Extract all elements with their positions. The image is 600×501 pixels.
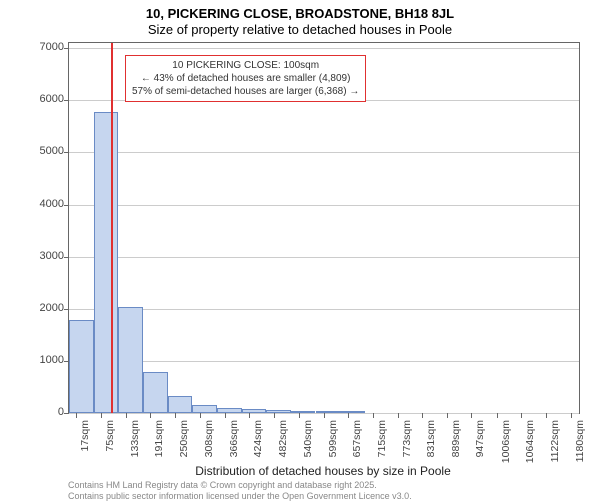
- xtick-mark: [471, 413, 472, 418]
- ytick-label: 7000: [4, 41, 64, 53]
- ytick-label: 1000: [4, 354, 64, 366]
- chart-title-line2: Size of property relative to detached ho…: [0, 22, 600, 37]
- xtick-mark: [571, 413, 572, 418]
- xtick-mark: [175, 413, 176, 418]
- ytick-label: 0: [4, 406, 64, 418]
- gridline: [69, 48, 579, 49]
- callout-line3: 57% of semi-detached houses are larger (…: [132, 85, 359, 98]
- xtick-label: 424sqm: [252, 420, 264, 480]
- property-marker-line: [111, 43, 113, 413]
- histogram-bar: [143, 372, 168, 413]
- xtick-mark: [546, 413, 547, 418]
- histogram-bar: [168, 396, 193, 413]
- gridline: [69, 361, 579, 362]
- plot-area: 10 PICKERING CLOSE: 100sqm← 43% of detac…: [68, 42, 580, 414]
- xtick-mark: [249, 413, 250, 418]
- histogram-bar: [94, 112, 119, 413]
- chart-container: 10, PICKERING CLOSE, BROADSTONE, BH18 8J…: [0, 0, 600, 500]
- xtick-label: 1006sqm: [500, 420, 512, 480]
- gridline: [69, 152, 579, 153]
- xtick-label: 947sqm: [474, 420, 486, 480]
- xtick-label: 889sqm: [450, 420, 462, 480]
- histogram-bar: [266, 410, 291, 413]
- gridline: [69, 309, 579, 310]
- callout-line2: ← 43% of detached houses are smaller (4,…: [132, 72, 359, 85]
- xtick-label: 308sqm: [203, 420, 215, 480]
- xtick-label: 773sqm: [401, 420, 413, 480]
- ytick-mark: [64, 48, 69, 49]
- ytick-mark: [64, 309, 69, 310]
- histogram-bar: [291, 411, 316, 413]
- xtick-mark: [299, 413, 300, 418]
- histogram-bar: [192, 405, 217, 413]
- callout-box: 10 PICKERING CLOSE: 100sqm← 43% of detac…: [125, 55, 366, 102]
- xtick-label: 191sqm: [153, 420, 165, 480]
- xtick-label: 482sqm: [277, 420, 289, 480]
- ytick-mark: [64, 100, 69, 101]
- xtick-label: 715sqm: [376, 420, 388, 480]
- xtick-label: 1122sqm: [549, 420, 561, 480]
- histogram-bar: [69, 320, 94, 413]
- xtick-label: 657sqm: [351, 420, 363, 480]
- xtick-label: 1064sqm: [524, 420, 536, 480]
- xtick-mark: [497, 413, 498, 418]
- ytick-mark: [64, 257, 69, 258]
- xtick-mark: [101, 413, 102, 418]
- ytick-mark: [64, 152, 69, 153]
- xtick-label: 599sqm: [327, 420, 339, 480]
- histogram-bar: [340, 411, 365, 413]
- xtick-label: 75sqm: [104, 420, 116, 480]
- chart-title-line1: 10, PICKERING CLOSE, BROADSTONE, BH18 8J…: [0, 6, 600, 21]
- xtick-mark: [348, 413, 349, 418]
- gridline: [69, 205, 579, 206]
- xtick-mark: [521, 413, 522, 418]
- ytick-label: 3000: [4, 250, 64, 262]
- ytick-label: 4000: [4, 198, 64, 210]
- xtick-mark: [76, 413, 77, 418]
- footer-line1: Contains HM Land Registry data © Crown c…: [68, 480, 377, 490]
- xtick-mark: [274, 413, 275, 418]
- ytick-label: 2000: [4, 302, 64, 314]
- histogram-bar: [118, 307, 143, 413]
- xtick-mark: [126, 413, 127, 418]
- ytick-label: 6000: [4, 93, 64, 105]
- xtick-mark: [324, 413, 325, 418]
- xtick-mark: [422, 413, 423, 418]
- callout-line1: 10 PICKERING CLOSE: 100sqm: [132, 59, 359, 72]
- histogram-bar: [242, 409, 267, 413]
- ytick-label: 5000: [4, 145, 64, 157]
- xtick-label: 366sqm: [228, 420, 240, 480]
- xtick-label: 1180sqm: [574, 420, 586, 480]
- xtick-mark: [150, 413, 151, 418]
- xtick-label: 540sqm: [302, 420, 314, 480]
- xtick-label: 133sqm: [129, 420, 141, 480]
- ytick-mark: [64, 413, 69, 414]
- ytick-mark: [64, 205, 69, 206]
- xtick-mark: [447, 413, 448, 418]
- gridline: [69, 257, 579, 258]
- histogram-bar: [217, 408, 242, 413]
- histogram-bar: [316, 411, 341, 413]
- xtick-label: 250sqm: [178, 420, 190, 480]
- xtick-mark: [200, 413, 201, 418]
- xtick-label: 831sqm: [425, 420, 437, 480]
- xtick-mark: [373, 413, 374, 418]
- xtick-label: 17sqm: [79, 420, 91, 480]
- xtick-mark: [225, 413, 226, 418]
- xtick-mark: [398, 413, 399, 418]
